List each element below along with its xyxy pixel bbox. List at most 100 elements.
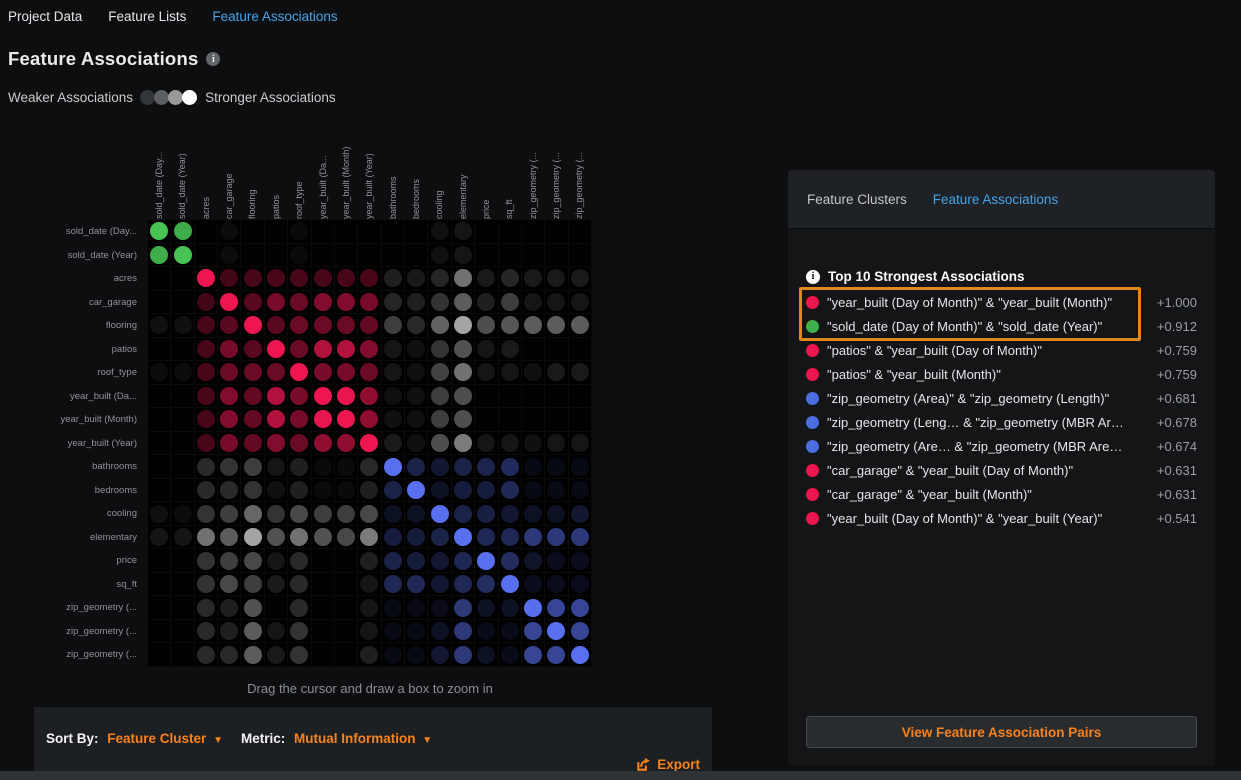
matrix-cell[interactable] — [148, 408, 172, 432]
matrix-cell[interactable] — [498, 478, 522, 503]
matrix-cell[interactable] — [311, 314, 335, 338]
association-list-item[interactable]: "zip_geometry (Area)" & "zip_geometry (L… — [806, 386, 1197, 410]
matrix-cell[interactable] — [288, 525, 312, 550]
matrix-cell[interactable] — [498, 337, 522, 362]
matrix-cell[interactable] — [148, 243, 172, 268]
matrix-cell[interactable] — [498, 314, 522, 338]
matrix-cell[interactable] — [334, 478, 359, 503]
matrix-cell[interactable] — [568, 408, 592, 432]
matrix-cell[interactable] — [194, 431, 219, 456]
matrix-cell[interactable] — [264, 502, 289, 526]
matrix-cell[interactable] — [171, 290, 195, 315]
matrix-cell[interactable] — [498, 290, 522, 315]
matrix-cell[interactable] — [405, 502, 429, 526]
tab-feature-associations-panel[interactable]: Feature Associations — [932, 191, 1059, 207]
matrix-cell[interactable] — [148, 502, 172, 526]
matrix-cell[interactable] — [311, 384, 335, 409]
matrix-cell[interactable] — [194, 384, 219, 409]
matrix-cell[interactable] — [521, 596, 546, 620]
matrix-cell[interactable] — [475, 408, 499, 432]
matrix-cell[interactable] — [264, 619, 289, 644]
matrix-cell[interactable] — [381, 619, 406, 644]
matrix-cell[interactable] — [358, 243, 382, 268]
matrix-cell[interactable] — [218, 525, 242, 550]
matrix-cell[interactable] — [358, 549, 382, 573]
matrix-cell[interactable] — [218, 596, 242, 620]
matrix-cell[interactable] — [194, 549, 219, 573]
matrix-cell[interactable] — [334, 384, 359, 409]
matrix-cell[interactable] — [218, 384, 242, 409]
matrix-cell[interactable] — [171, 643, 195, 667]
matrix-cell[interactable] — [521, 220, 546, 244]
matrix-cell[interactable] — [334, 643, 359, 667]
matrix-cell[interactable] — [288, 643, 312, 667]
matrix-cell[interactable] — [218, 220, 242, 244]
matrix-cell[interactable] — [545, 337, 569, 362]
matrix-cell[interactable] — [568, 361, 592, 385]
matrix-cell[interactable] — [428, 243, 452, 268]
matrix-cell[interactable] — [358, 220, 382, 244]
matrix-cell[interactable] — [241, 408, 265, 432]
matrix-cell[interactable] — [171, 455, 195, 479]
matrix-cell[interactable] — [171, 267, 195, 291]
matrix-cell[interactable] — [521, 267, 546, 291]
matrix-cell[interactable] — [171, 549, 195, 573]
matrix-cell[interactable] — [451, 361, 476, 385]
matrix-cell[interactable] — [194, 643, 219, 667]
matrix-cell[interactable] — [451, 502, 476, 526]
matrix-cell[interactable] — [498, 502, 522, 526]
matrix-cell[interactable] — [405, 361, 429, 385]
matrix-cell[interactable] — [381, 314, 406, 338]
matrix-cell[interactable] — [568, 243, 592, 268]
matrix-cell[interactable] — [381, 384, 406, 409]
matrix-cell[interactable] — [311, 525, 335, 550]
matrix-cell[interactable] — [545, 384, 569, 409]
info-icon[interactable]: i — [806, 269, 820, 284]
association-list-item[interactable]: "patios" & "year_built (Month)" +0.759 — [806, 362, 1197, 386]
matrix-cell[interactable] — [218, 572, 242, 597]
matrix-cell[interactable] — [358, 384, 382, 409]
matrix-cell[interactable] — [358, 290, 382, 315]
matrix-cell[interactable] — [358, 337, 382, 362]
matrix-cell[interactable] — [311, 290, 335, 315]
matrix-cell[interactable] — [545, 290, 569, 315]
matrix-cell[interactable] — [521, 549, 546, 573]
matrix-cell[interactable] — [451, 455, 476, 479]
matrix-cell[interactable] — [311, 361, 335, 385]
matrix-cell[interactable] — [218, 290, 242, 315]
matrix-cell[interactable] — [428, 337, 452, 362]
matrix-cell[interactable] — [498, 408, 522, 432]
matrix-cell[interactable] — [451, 643, 476, 667]
matrix-cell[interactable] — [264, 337, 289, 362]
matrix-cell[interactable] — [498, 220, 522, 244]
matrix-cell[interactable] — [451, 267, 476, 291]
matrix-cell[interactable] — [475, 361, 499, 385]
matrix-cell[interactable] — [475, 596, 499, 620]
matrix-cell[interactable] — [568, 596, 592, 620]
matrix-cell[interactable] — [381, 502, 406, 526]
matrix-cell[interactable] — [545, 596, 569, 620]
matrix-cell[interactable] — [311, 478, 335, 503]
matrix-cell[interactable] — [405, 455, 429, 479]
matrix-cell[interactable] — [171, 572, 195, 597]
matrix-cell[interactable] — [405, 267, 429, 291]
matrix-cell[interactable] — [241, 384, 265, 409]
tab-feature-associations[interactable]: Feature Associations — [212, 9, 338, 24]
matrix-cell[interactable] — [521, 243, 546, 268]
matrix-cell[interactable] — [451, 572, 476, 597]
matrix-cell[interactable] — [475, 502, 499, 526]
matrix-cell[interactable] — [428, 596, 452, 620]
association-list-item[interactable]: "car_garage" & "year_built (Month)" +0.63… — [806, 482, 1197, 506]
matrix-cell[interactable] — [358, 267, 382, 291]
matrix-cell[interactable] — [264, 361, 289, 385]
matrix-cell[interactable] — [451, 337, 476, 362]
matrix-cell[interactable] — [241, 314, 265, 338]
matrix-cell[interactable] — [475, 290, 499, 315]
matrix-cell[interactable] — [171, 525, 195, 550]
matrix-cell[interactable] — [148, 290, 172, 315]
matrix-cell[interactable] — [428, 384, 452, 409]
association-list-item[interactable]: "year_built (Day of Month)" & "year_buil… — [806, 290, 1197, 314]
matrix-cell[interactable] — [381, 337, 406, 362]
matrix-cell[interactable] — [428, 290, 452, 315]
matrix-cell[interactable] — [194, 361, 219, 385]
